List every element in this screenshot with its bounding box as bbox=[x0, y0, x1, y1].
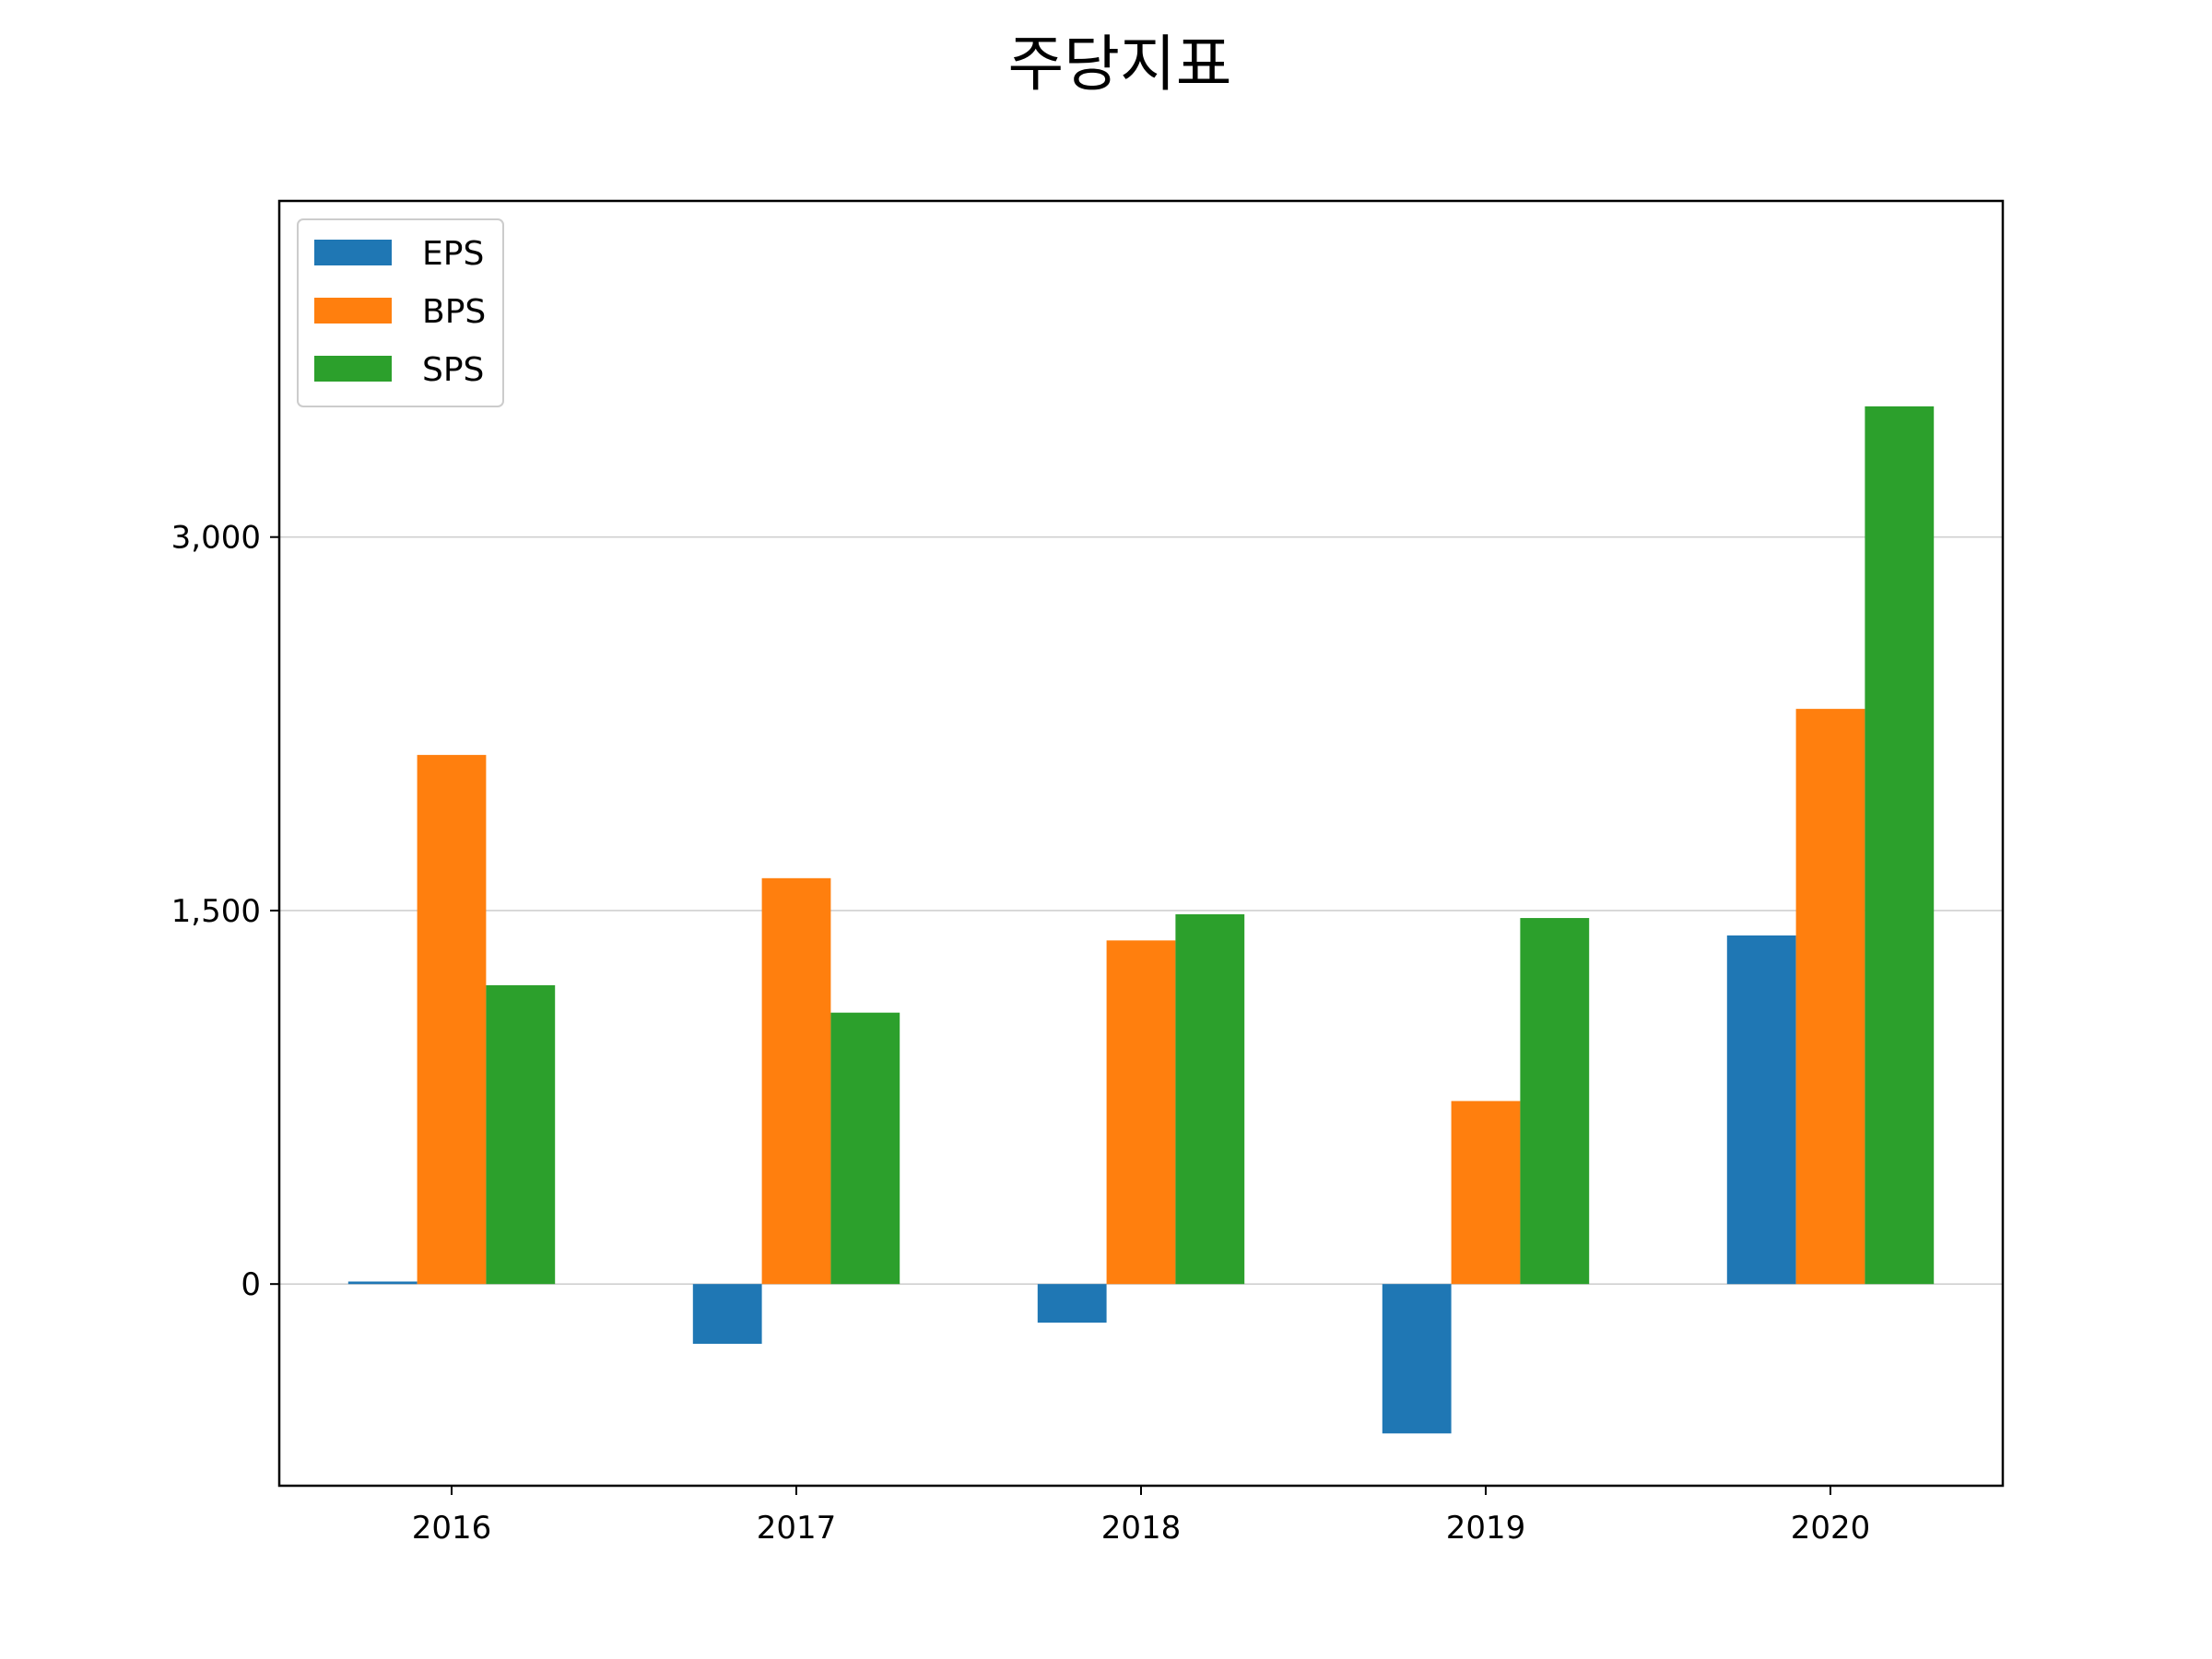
legend-label-sps: SPS bbox=[422, 351, 484, 389]
bar-bps-2018 bbox=[1106, 940, 1176, 1285]
bar-sps-2016 bbox=[486, 984, 556, 1285]
legend-swatch-sps bbox=[314, 356, 392, 382]
y-axis: 0 1,500 3,000 bbox=[171, 520, 279, 1303]
x-tick-label: 2017 bbox=[757, 1510, 837, 1547]
bar-sps-2018 bbox=[1175, 913, 1245, 1285]
x-tick-label: 2020 bbox=[1791, 1510, 1871, 1547]
x-tick-label: 2019 bbox=[1446, 1510, 1526, 1547]
x-tick-label: 2016 bbox=[412, 1510, 492, 1547]
chart-title: 주당지표 bbox=[1008, 29, 1232, 100]
y-tick-label: 3,000 bbox=[171, 520, 261, 557]
bar-eps-2017 bbox=[692, 1284, 762, 1345]
bar-eps-2016 bbox=[347, 1281, 418, 1285]
bar-eps-2019 bbox=[1382, 1284, 1452, 1434]
plot-frame bbox=[277, 199, 2005, 1488]
legend-label-eps: EPS bbox=[422, 235, 484, 273]
bar-sps-2020 bbox=[1865, 406, 1935, 1285]
bar-sps-2017 bbox=[830, 1012, 900, 1285]
legend-swatch-eps bbox=[314, 240, 392, 265]
bar-sps-2019 bbox=[1520, 918, 1590, 1285]
bar-bps-2020 bbox=[1795, 709, 1865, 1285]
legend-label-bps: BPS bbox=[422, 293, 486, 331]
bars bbox=[347, 406, 1935, 1434]
bar-bps-2019 bbox=[1451, 1100, 1521, 1285]
legend-swatch-bps bbox=[314, 298, 392, 324]
bar-eps-2020 bbox=[1726, 935, 1796, 1285]
bar-bps-2016 bbox=[417, 755, 487, 1285]
bar-bps-2017 bbox=[761, 877, 831, 1285]
y-tick-label: 1,500 bbox=[171, 893, 261, 930]
bar-eps-2018 bbox=[1037, 1284, 1107, 1324]
x-tick-label: 2018 bbox=[1101, 1510, 1182, 1547]
x-axis: 2016 2017 2018 2019 2020 bbox=[412, 1486, 1871, 1547]
y-tick-label: 0 bbox=[241, 1266, 261, 1303]
legend: EPS BPS SPS bbox=[297, 218, 504, 407]
